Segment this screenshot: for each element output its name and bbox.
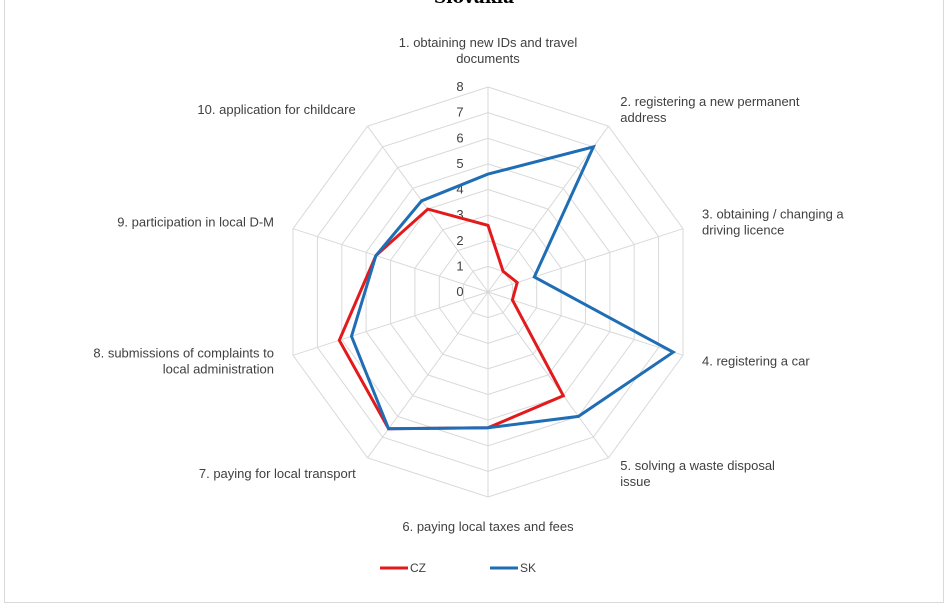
category-label-3: 3. obtaining / changing a driving licence — [702, 207, 844, 238]
radar-grid — [292, 86, 684, 498]
spoke-9 — [292, 228, 489, 293]
tick-label: 8 — [456, 79, 463, 94]
category-label-6: 6. paying local taxes and fees — [402, 519, 574, 534]
legend-label-cz: CZ — [410, 561, 426, 575]
spoke-4 — [487, 291, 684, 356]
category-labels: 1. obtaining new IDs and travel documents… — [93, 35, 844, 534]
spoke-2 — [487, 125, 609, 293]
spoke-3 — [487, 228, 684, 293]
category-label-5: 5. solving a waste disposal issue — [620, 458, 775, 489]
category-label-8: 8. submissions of complaints to local adm… — [93, 346, 274, 377]
category-label-9: 9. participation in local D-M — [117, 215, 274, 230]
spoke-8 — [292, 291, 489, 356]
series-sk — [349, 144, 677, 431]
tick-label: 7 — [456, 105, 463, 120]
chart-frame — [4, 0, 944, 603]
legend: CZ SK — [380, 561, 536, 575]
category-label-2: 2. registering a new permanent address — [620, 94, 800, 125]
category-label-4: 4. registering a car — [702, 354, 810, 369]
tick-label: 1 — [456, 258, 463, 273]
spoke-7 — [367, 291, 489, 459]
category-label-10: 10. application for childcare — [197, 102, 355, 117]
legend-label-sk: SK — [520, 561, 536, 575]
radial-tick-labels: 0 1 2 3 4 5 6 7 8 — [456, 79, 463, 299]
tick-label: 0 — [456, 284, 463, 299]
tick-label: 3 — [456, 207, 463, 222]
tick-label: 5 — [456, 156, 463, 171]
chart-title: Slovakia — [0, 0, 948, 8]
series-lines — [337, 144, 677, 431]
category-label-7: 7. paying for local transport — [199, 466, 356, 481]
spoke-5 — [487, 291, 609, 459]
category-label-1: 1. obtaining new IDs and travel documents — [399, 35, 578, 66]
tick-label: 6 — [456, 130, 463, 145]
tick-label: 4 — [456, 182, 463, 197]
tick-label: 2 — [456, 233, 463, 248]
